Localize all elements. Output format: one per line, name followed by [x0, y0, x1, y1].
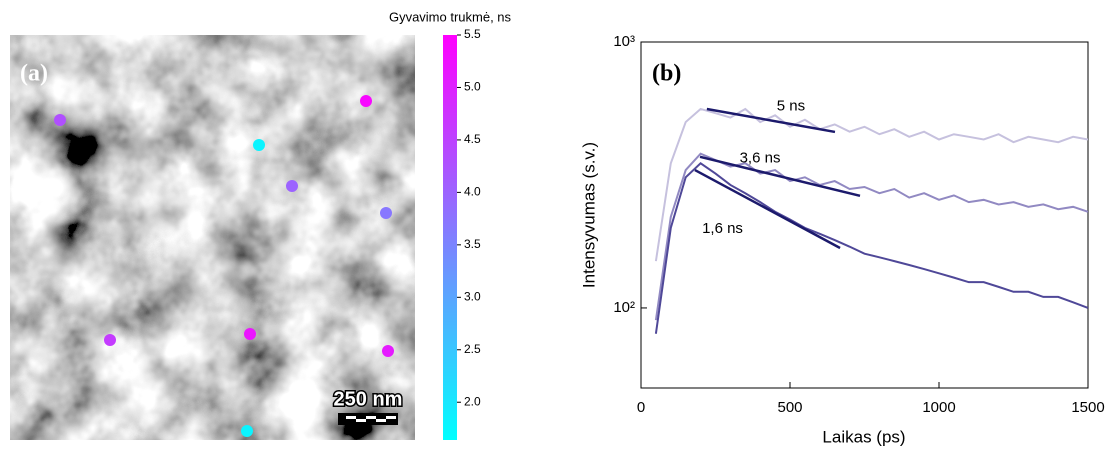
lifetime-point: [241, 425, 253, 437]
decay-curve: [654, 107, 1088, 262]
colorbar-tick-label: 4.5: [464, 132, 481, 146]
lifetime-point: [360, 95, 372, 107]
colorbar-tick-label: 3.5: [464, 237, 481, 251]
colorbar-tick-label: 4.0: [464, 185, 481, 199]
fit-line: [706, 107, 836, 134]
lifetime-point: [286, 180, 298, 192]
x-tick-label: 1500: [1071, 399, 1104, 416]
lifetime-point: [380, 207, 392, 219]
colorbar-tick-label: 5.0: [464, 80, 481, 94]
scale-bar: [338, 413, 398, 425]
colorbar-tick-label: 2.5: [464, 342, 481, 356]
colorbar-tick-label: 2.0: [464, 394, 481, 408]
colorbar: [443, 35, 457, 440]
scale-bar-label: 250 nm: [334, 388, 403, 410]
plot-area: [654, 107, 1088, 334]
fit-line: [699, 155, 861, 198]
x-tick-label: 1000: [922, 399, 955, 416]
colorbar-label: Gyvavimo trukmė, ns: [389, 9, 512, 24]
decay-curve: [654, 161, 1088, 334]
colorbar-tick-label: 5.5: [464, 27, 481, 41]
panel-label: (b): [652, 61, 681, 87]
x-axis-label: Laikas (ps): [822, 427, 905, 446]
fit-label: 5 ns: [777, 97, 805, 114]
lifetime-point: [104, 334, 116, 346]
y-tick-label: 10³: [613, 33, 635, 50]
plot-frame: [640, 41, 1089, 389]
x-tick-label: 0: [637, 399, 645, 416]
lifetime-point: [54, 114, 66, 126]
decay-curve: [654, 152, 1088, 321]
x-tick-label: 500: [777, 399, 802, 416]
lifetime-point: [253, 139, 265, 151]
fit-line: [694, 168, 841, 250]
panel-label: (a): [20, 61, 48, 87]
lifetime-point: [244, 328, 256, 340]
y-axis-label: Intensyvumas (s.v.): [579, 142, 598, 288]
fit-label: 3,6 ns: [740, 149, 781, 166]
y-tick-label: 10²: [613, 299, 635, 316]
fit-label: 1,6 ns: [702, 220, 743, 237]
colorbar-tick-label: 3.0: [464, 289, 481, 303]
lifetime-point: [382, 345, 394, 357]
afm-texture: [10, 35, 415, 440]
